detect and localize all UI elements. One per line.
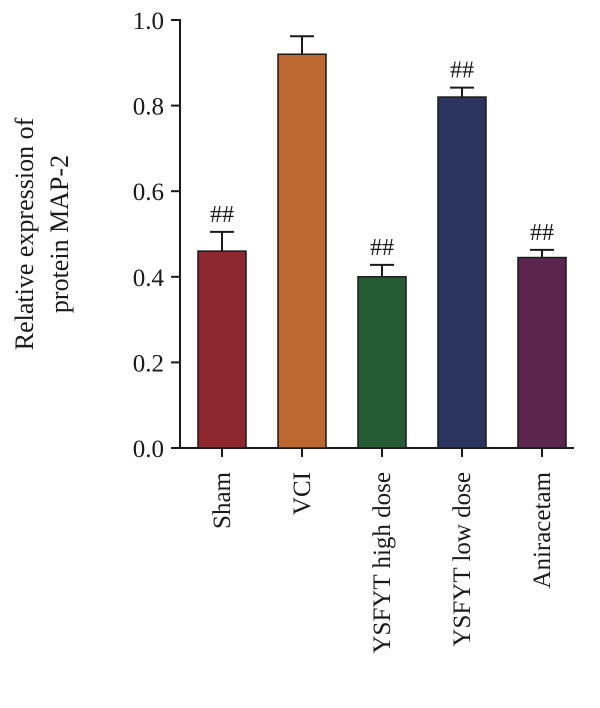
significance-marker: ## [370, 235, 394, 261]
x-category-label: VCI [289, 472, 316, 515]
bar-ysfyt-low-dose [437, 96, 487, 449]
y-axis-title: Relative expression of protein MAP-2 [10, 117, 74, 350]
x-category-label: YSFYT low dose [449, 472, 476, 647]
y-axis-title-line-2: protein MAP-2 [45, 155, 74, 313]
y-axis-title-line-1: Relative expression of [10, 117, 39, 350]
y-tick-label: 0.4 [133, 265, 165, 292]
bar-vci [277, 53, 327, 449]
x-category-label: Aniracetam [529, 471, 556, 588]
bar-sham [197, 250, 247, 449]
y-tick-label: 0.8 [133, 94, 164, 121]
bars [197, 35, 567, 449]
bar-ysfyt-high-dose [357, 276, 407, 449]
x-category-label: YSFYT high dose [369, 472, 396, 654]
significance-marker: ## [210, 202, 234, 228]
labels: ## Sham VCI ## YSFYT high dose ## YSFYT low do… [209, 58, 556, 654]
bar-aniracetam [517, 256, 567, 449]
significance-marker: ## [450, 58, 474, 84]
y-tick-label: 0.6 [133, 179, 164, 206]
x-category-label: Sham [209, 471, 236, 529]
y-tick-label: 0.0 [133, 436, 164, 463]
axes: 0.0 0.2 0.4 0.6 0.8 1.0 [133, 8, 574, 463]
significance-marker: ## [530, 220, 554, 246]
y-tick-label: 0.2 [133, 350, 164, 377]
y-tick-label: 1.0 [133, 8, 164, 35]
